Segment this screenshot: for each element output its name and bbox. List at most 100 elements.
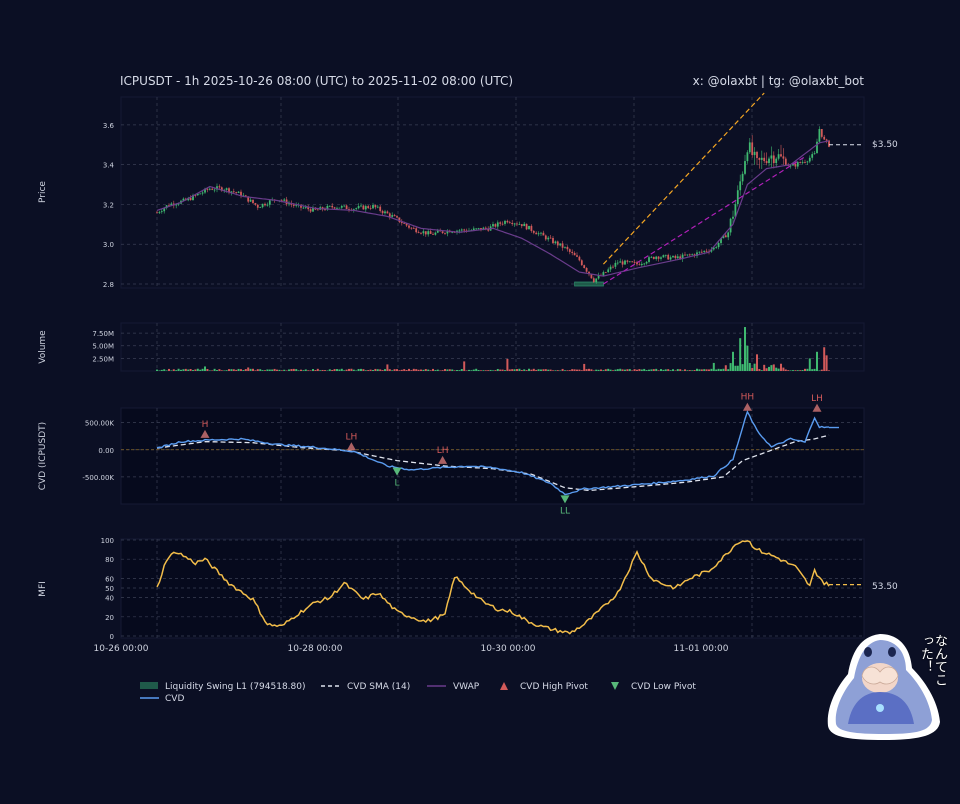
volume-bar [720,369,722,371]
x-tick-label: 11-01 00:00 [674,644,729,654]
volume-bar [319,370,322,371]
volume-bar [480,370,482,371]
candle-body [789,165,792,167]
volume-bar [213,368,216,371]
candle-body [763,157,766,162]
candle-body [672,255,674,258]
volume-bar [350,368,353,371]
volume-bar [590,369,593,371]
candle-body [326,205,329,210]
candle-body [595,278,598,282]
volume-bar [182,369,185,371]
cvd-line [156,410,829,496]
volume-bar [309,370,312,371]
candle-body [398,217,401,223]
volume-bar [240,369,242,371]
candle-body [636,262,638,265]
volume-bar [230,369,233,371]
volume-bar [511,369,514,371]
candle-body [676,256,679,259]
candle-body [208,188,211,190]
volume-bar [604,369,607,371]
candle-body [535,232,538,235]
volume-bar [578,369,581,371]
candle-body [192,195,194,201]
volume-bar [559,370,562,371]
volume-bar [513,369,516,371]
candle-body [480,228,482,231]
cvd-pivots: H LH L LH LL HH LH [200,393,823,516]
volume-bar [624,369,626,371]
volume-bar [492,370,494,371]
volume-bar [338,369,341,371]
volume-bar [355,370,358,371]
candle-body [182,198,185,201]
last-mfi-label: 53.50 [872,582,898,592]
candle-body [324,209,326,211]
candle-body [477,228,480,229]
volume-bar [667,369,670,371]
volume-bar [619,368,622,371]
volume-bar [177,368,180,371]
price-panel: Price [38,96,865,289]
candle-body [585,268,588,272]
volume-bar [631,370,634,371]
volume-bar [196,368,199,371]
candle-body [384,211,386,214]
volume-frame [120,322,865,372]
candle-body [333,207,336,209]
candle-body [348,208,350,210]
volume-bar [525,370,528,371]
mfi-ylabel: MFI [38,581,48,597]
candle-body [825,139,828,141]
candle-body [508,222,511,224]
candle-body [756,151,758,159]
candle-body [360,205,362,207]
volume-bar [652,369,655,371]
volume-bar [388,369,391,371]
volume-bar [158,370,161,371]
volume-bar [640,369,643,371]
volume-bar [456,370,458,371]
price-tick-label: 3.2 [103,201,114,209]
volume-bar [280,370,283,371]
candle-body [607,269,610,273]
volume-bar [244,369,247,371]
candle-body [556,241,559,246]
volume-bar [516,369,518,371]
mascot-hands [861,666,899,685]
candle-body [619,261,622,263]
candle-body [568,249,571,252]
volume-bar [573,369,576,371]
candle-body [412,227,415,229]
candle-body [410,227,413,229]
volume-bar [576,369,578,371]
candle-body [580,260,583,266]
sticker-caption: なんてこった！ [918,634,947,686]
candle-body [506,220,509,223]
volume-bar [218,369,221,371]
candle-body [436,230,439,233]
volume-bar [583,363,586,371]
candle-body [374,205,377,208]
volume-bar [760,370,763,371]
volume-bar [547,369,550,371]
volume-bar [201,368,204,371]
volume-bar [585,369,588,371]
candle-body [684,254,686,256]
volume-bar [688,370,691,371]
volume-bar [484,370,487,371]
candle-body [516,223,518,225]
volume-bar [304,369,307,371]
volume-bar [523,369,526,371]
candle-body [588,271,590,275]
volume-bar [828,370,830,371]
volume-bar [446,369,449,371]
candle-body [439,230,442,232]
candle-body [256,204,259,208]
volume-bar [676,369,679,371]
candle-body [624,260,626,265]
candle-body [391,215,394,217]
candle-body [484,227,487,229]
